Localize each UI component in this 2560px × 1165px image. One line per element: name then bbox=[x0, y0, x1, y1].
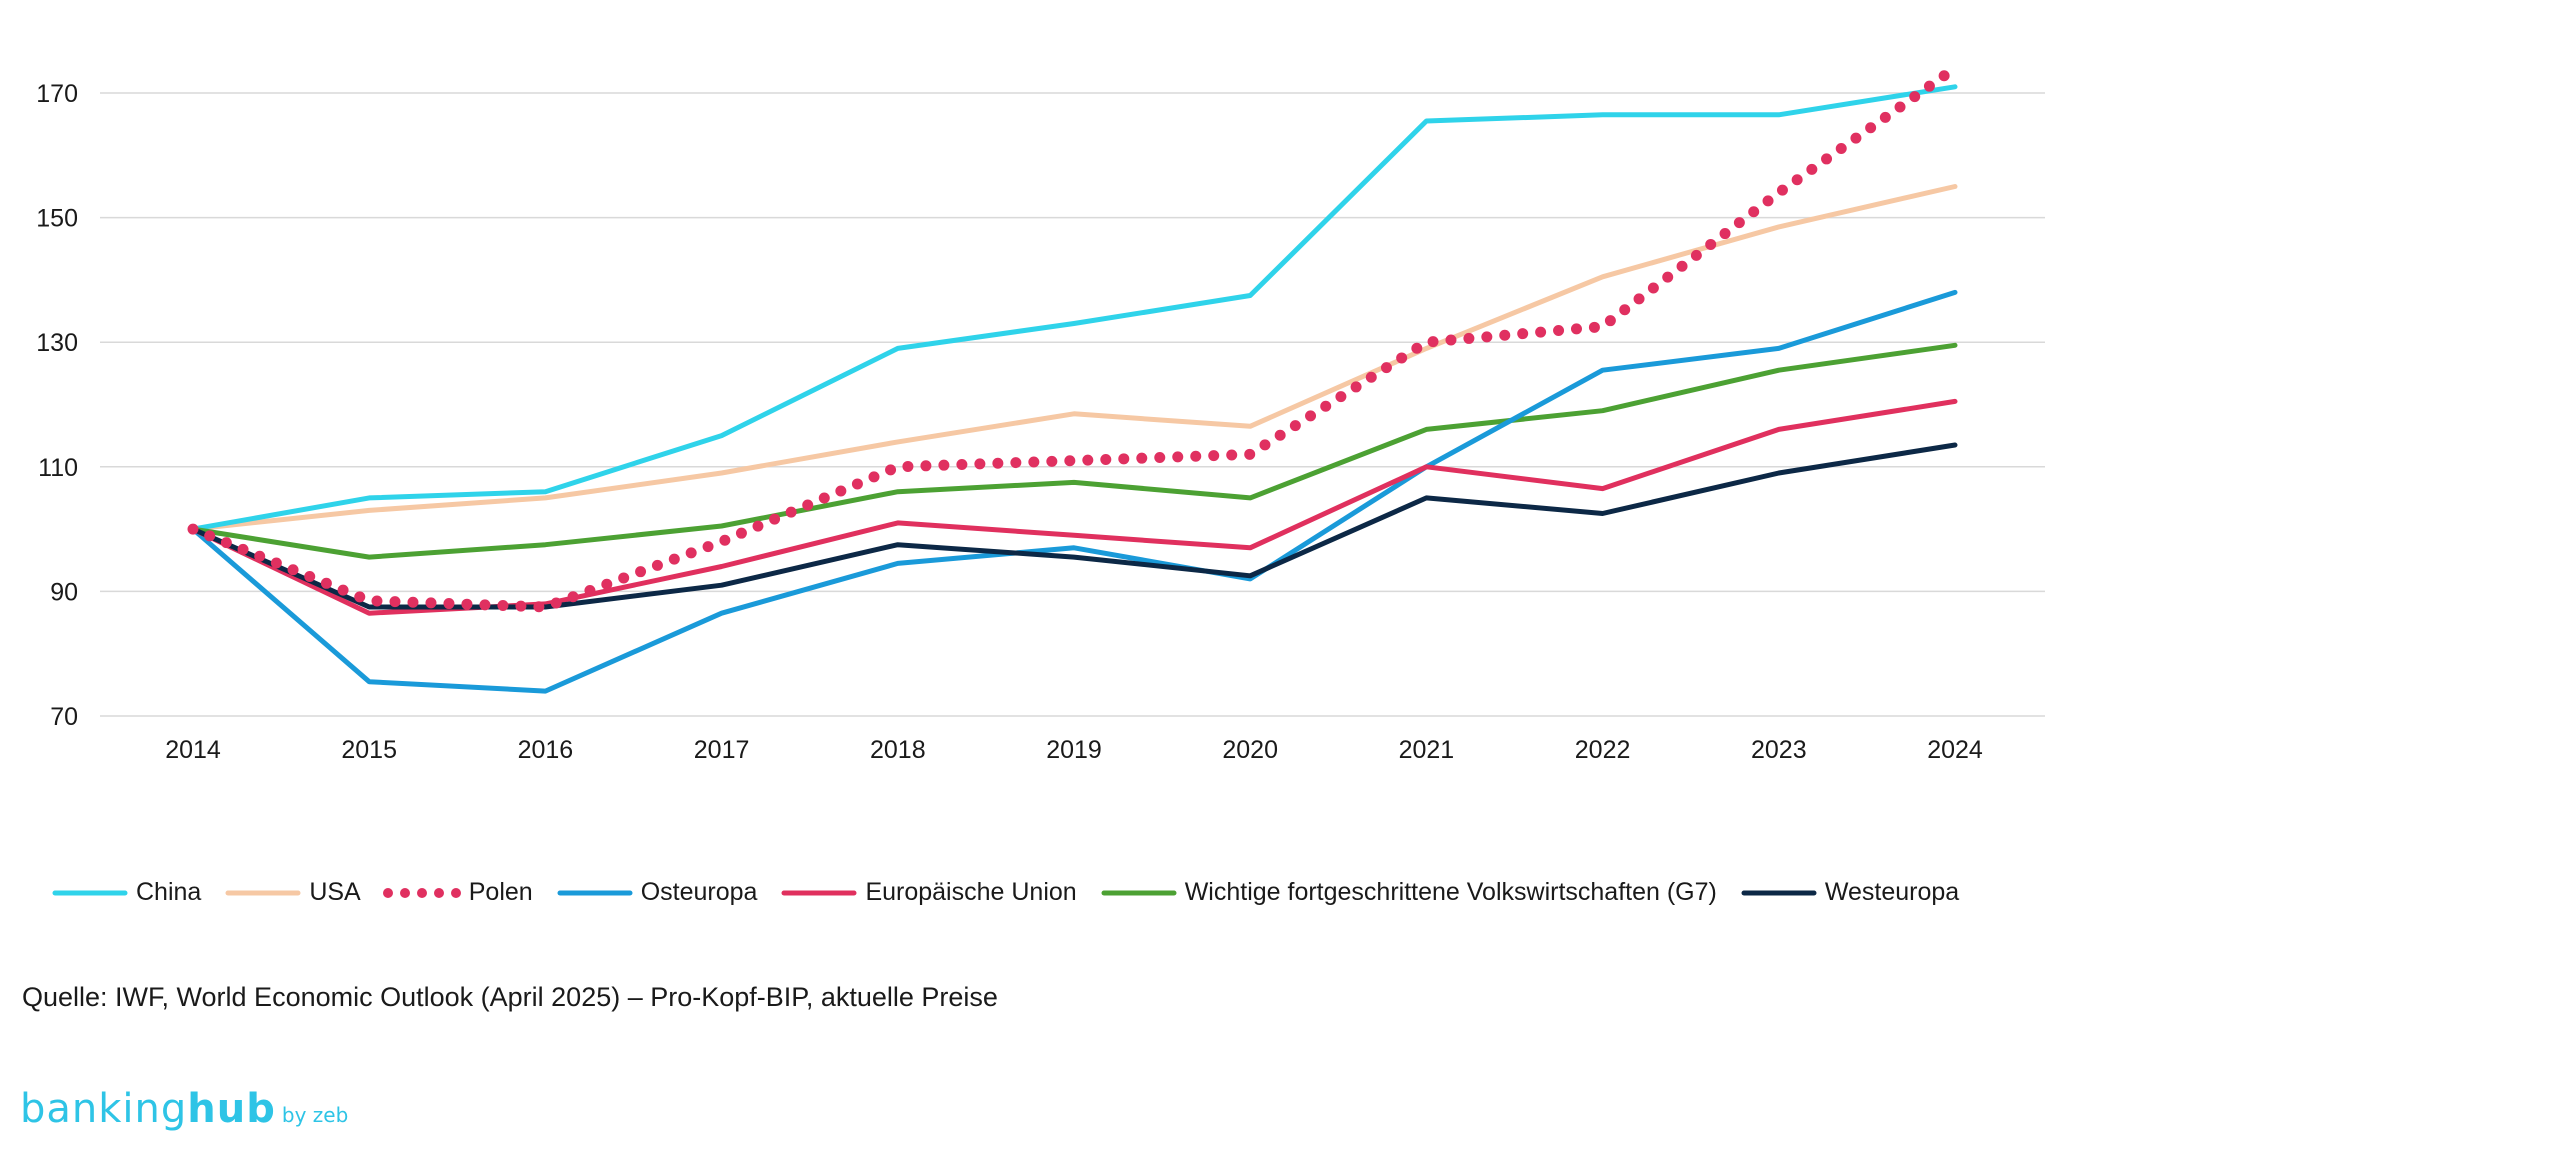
brand-logo-suffix: by zeb bbox=[281, 1103, 349, 1127]
series-lines bbox=[187, 62, 1961, 694]
x-tick-label: 2017 bbox=[694, 736, 750, 764]
legend-label: Europäische Union bbox=[865, 878, 1077, 906]
y-tick-label: 170 bbox=[36, 80, 78, 108]
series-line-wichtige-fortgeschrittene-volkswirtschaften-g7 bbox=[190, 342, 1958, 560]
legend-swatch bbox=[225, 890, 301, 895]
legend-swatch bbox=[382, 887, 463, 898]
legend-swatch bbox=[1101, 890, 1177, 895]
legend-label: China bbox=[136, 878, 202, 906]
y-tick-label: 150 bbox=[36, 205, 78, 233]
legend-swatch bbox=[557, 890, 633, 895]
x-tick-label: 2022 bbox=[1575, 736, 1631, 764]
y-axis-ticks: 70 90 110 130 150 170 bbox=[36, 80, 78, 731]
legend-item: Polen bbox=[382, 878, 533, 907]
series-line-europäische-union bbox=[190, 398, 1958, 616]
legend-item: Europäische Union bbox=[779, 878, 1077, 907]
legend-label: Osteuropa bbox=[640, 878, 758, 906]
legend-label: Westeuropa bbox=[1824, 878, 1960, 906]
brand-logo-part1: banking bbox=[20, 1086, 188, 1132]
x-tick-label: 2020 bbox=[1222, 736, 1278, 764]
x-tick-label: 2019 bbox=[1046, 736, 1102, 764]
series-line-polen bbox=[187, 62, 1961, 613]
gridlines bbox=[100, 92, 2045, 717]
y-tick-label: 110 bbox=[38, 454, 78, 482]
legend-swatch bbox=[781, 890, 857, 895]
y-tick-label: 130 bbox=[36, 329, 78, 357]
x-tick-label: 2018 bbox=[870, 736, 926, 764]
x-tick-label: 2021 bbox=[1399, 736, 1455, 764]
legend-item: Wichtige fortgeschrittene Volkswirtschaf… bbox=[1099, 878, 1717, 907]
series-line-westeuropa bbox=[190, 442, 1958, 610]
legend-item: Osteuropa bbox=[555, 878, 758, 907]
series-line-osteuropa bbox=[190, 289, 1958, 694]
y-tick-label: 70 bbox=[50, 703, 78, 731]
x-tick-label: 2024 bbox=[1927, 736, 1983, 764]
series-line-usa bbox=[190, 184, 1958, 532]
legend-item: China bbox=[50, 878, 201, 907]
legend-swatch bbox=[52, 890, 128, 895]
x-tick-label: 2023 bbox=[1751, 736, 1807, 764]
legend-swatch bbox=[1741, 890, 1817, 895]
source-note: Quelle: IWF, World Economic Outlook (Apr… bbox=[22, 982, 998, 1012]
legend-item: USA bbox=[223, 878, 361, 907]
x-axis-ticks: 2014 2015 2016 2017 2018 2019 2020 2021 2022 2023… bbox=[165, 736, 1983, 764]
legend-label: Polen bbox=[468, 878, 533, 906]
x-tick-label: 2016 bbox=[518, 736, 574, 764]
brand-logo: bankinghub by zeb bbox=[20, 1086, 348, 1132]
series-line-china bbox=[190, 84, 1958, 532]
x-tick-label: 2014 bbox=[165, 736, 221, 764]
legend-label: USA bbox=[309, 878, 361, 906]
brand-logo-part2: hub bbox=[187, 1086, 276, 1132]
legend: China USA Polen Osteuropa Europäische Union W… bbox=[50, 878, 1981, 907]
x-tick-label: 2015 bbox=[341, 736, 397, 764]
y-tick-label: 90 bbox=[50, 578, 78, 606]
legend-item: Westeuropa bbox=[1739, 878, 1959, 907]
legend-label: Wichtige fortgeschrittene Volkswirtschaf… bbox=[1184, 878, 1717, 906]
